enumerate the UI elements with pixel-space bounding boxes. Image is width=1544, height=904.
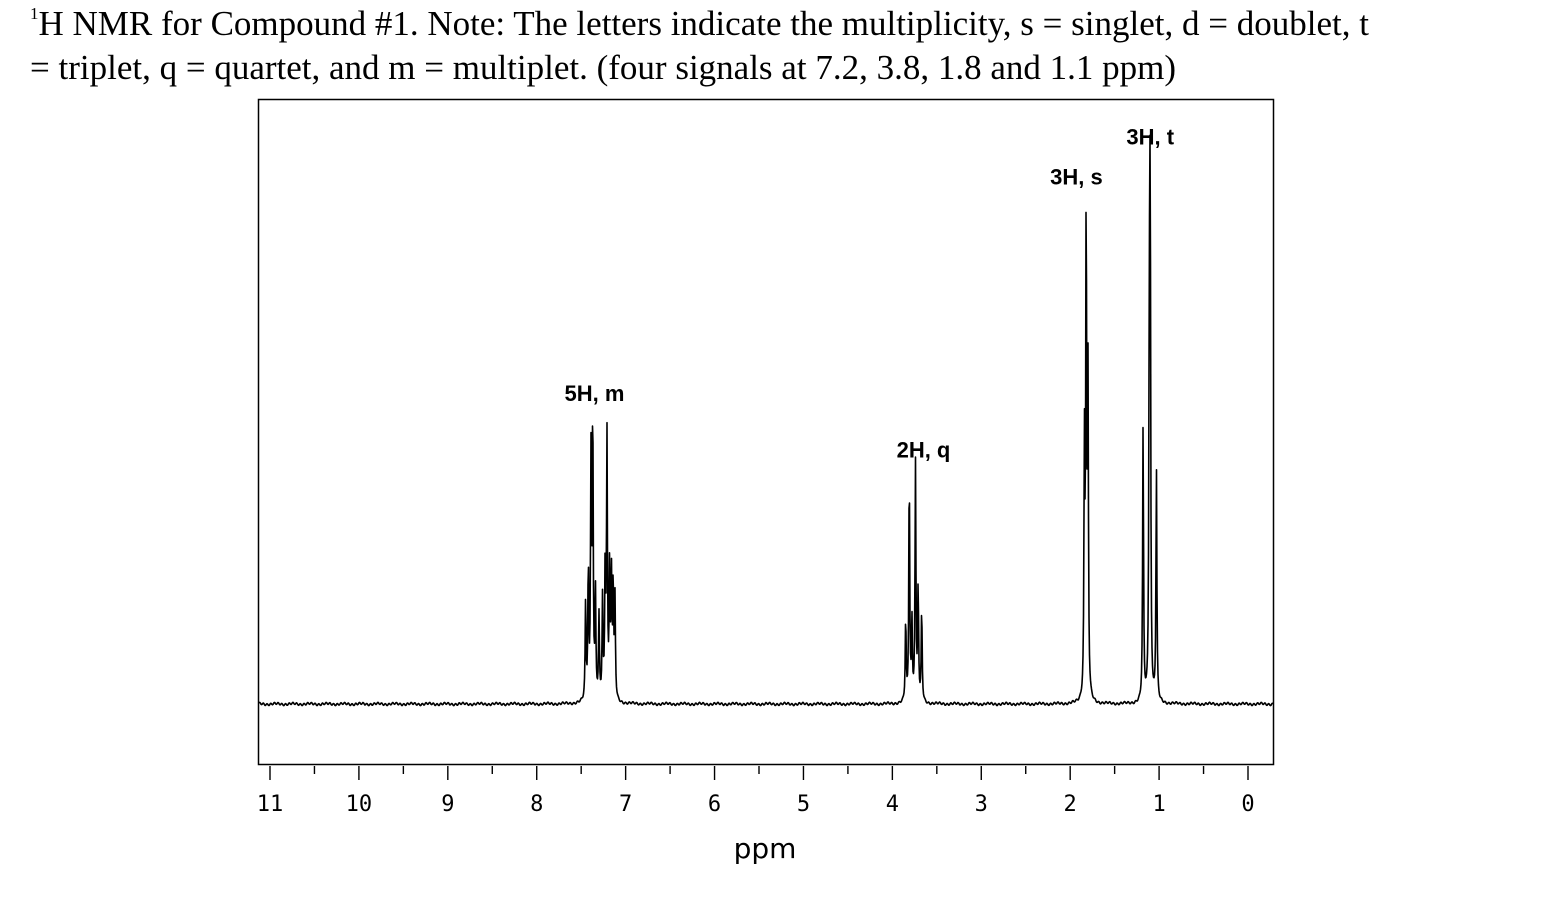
spectrum-trace: [258, 134, 1274, 707]
superscript-one: 1: [30, 4, 39, 23]
x-tick-label: 2: [1064, 792, 1077, 817]
x-tick-label: 6: [708, 792, 721, 817]
x-tick-label: 1: [1152, 792, 1165, 817]
x-tick-label: 5: [797, 792, 810, 817]
x-tick-label: 11: [257, 792, 284, 817]
x-tick-label: 9: [441, 792, 454, 817]
heading-line-2: = triplet, q = quartet, and m = multiple…: [30, 48, 1176, 87]
x-axis: 11 10 9 8 7 6 5 4 3 2 1 0: [257, 766, 1255, 817]
x-tick-label: 0: [1241, 792, 1254, 817]
x-tick-label: 4: [886, 792, 899, 817]
peak-label: 3H, s: [1050, 165, 1103, 190]
heading-line-1: 1H NMR for Compound #1. Note: The letter…: [30, 2, 1520, 46]
x-tick-label: 7: [619, 792, 632, 817]
chart-heading: 1H NMR for Compound #1. Note: The letter…: [30, 2, 1520, 90]
peak-label: 3H, t: [1126, 125, 1174, 150]
peak-labels: 5H, m 2H, q 3H, s 3H, t: [565, 125, 1175, 463]
peak-label: 5H, m: [565, 381, 625, 406]
plot-frame: [257, 98, 1275, 766]
x-axis-label: ppm: [734, 832, 797, 865]
heading-line-1-text: H NMR for Compound #1. Note: The letters…: [38, 4, 1369, 43]
x-tick-label: 10: [346, 792, 373, 817]
x-tick-label: 8: [530, 792, 543, 817]
peak-label: 2H, q: [897, 438, 951, 463]
x-tick-label: 3: [975, 792, 988, 817]
